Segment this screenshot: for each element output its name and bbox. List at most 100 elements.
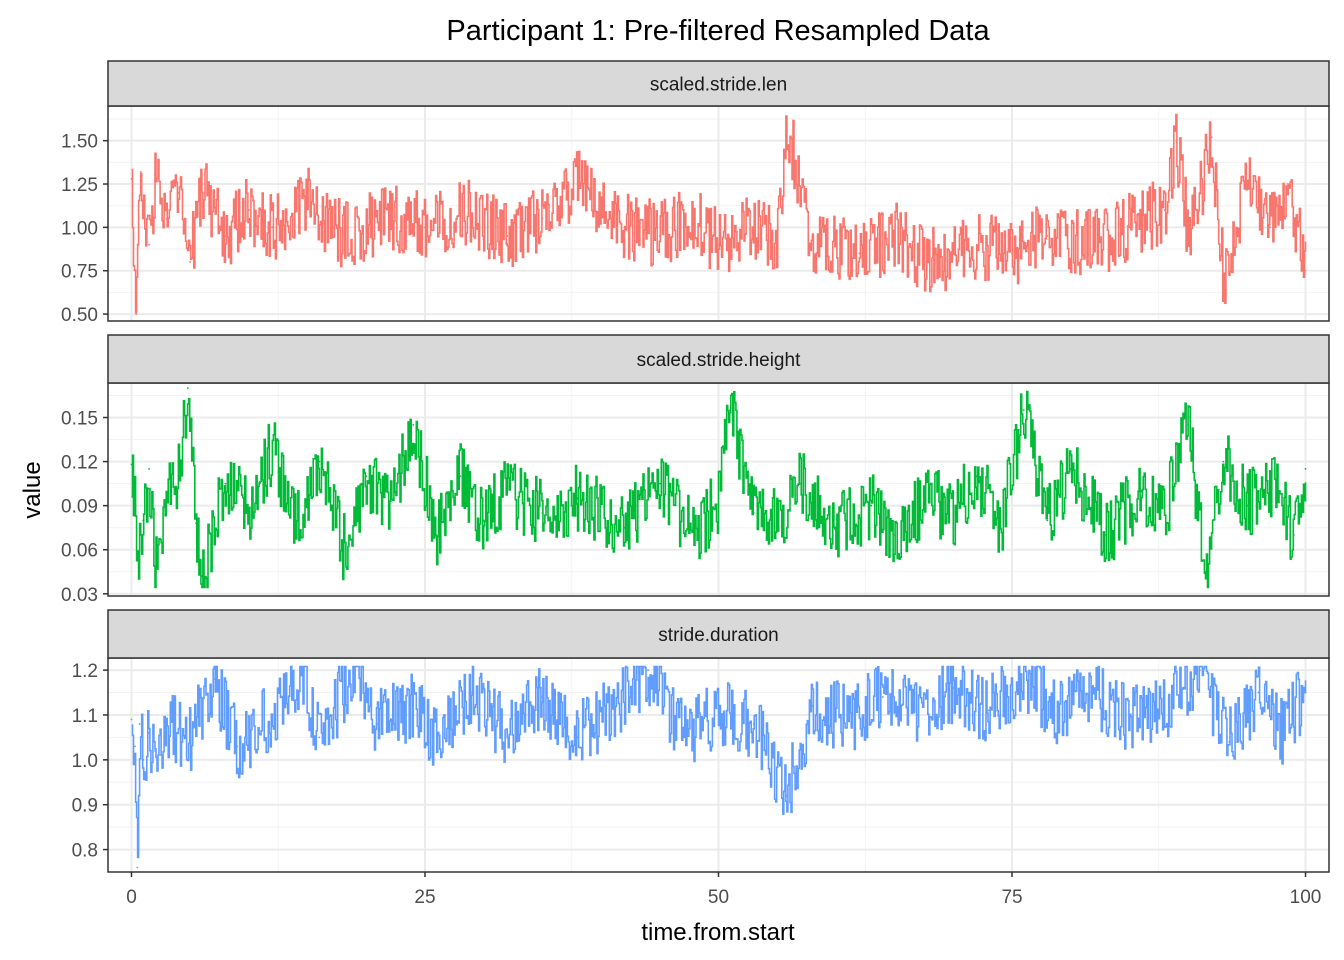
data-point	[952, 687, 955, 689]
data-point	[506, 235, 509, 237]
facet-strip	[107, 334, 1330, 384]
data-point	[1304, 468, 1307, 470]
data-point	[623, 226, 626, 229]
data-point	[318, 736, 321, 739]
data-point	[482, 519, 485, 522]
data-point	[1222, 460, 1225, 463]
data-point	[136, 866, 139, 869]
data-point	[130, 718, 133, 721]
data-point	[752, 723, 755, 725]
data-point	[893, 534, 896, 536]
data-point	[424, 226, 426, 229]
y-tick-label: 1.2	[72, 661, 98, 682]
facet-strip	[107, 609, 1330, 659]
data-point	[1046, 235, 1049, 237]
data-point	[189, 261, 192, 263]
y-tick-label: 1.00	[61, 218, 98, 239]
data-point	[154, 570, 156, 573]
data-point	[928, 497, 931, 500]
data-point	[247, 512, 250, 514]
data-point	[165, 723, 168, 725]
x-tick-label: 25	[414, 887, 435, 908]
data-point	[165, 497, 168, 500]
data-point	[142, 217, 145, 220]
data-point	[1163, 209, 1166, 211]
data-point	[271, 714, 274, 716]
data-point	[388, 217, 391, 220]
data-point	[435, 740, 438, 743]
y-tick-label: 0.09	[61, 497, 98, 518]
data-point	[130, 177, 133, 180]
data-point	[201, 575, 203, 578]
data-point	[658, 482, 661, 485]
series-line	[131, 113, 1307, 314]
data-point	[999, 526, 1002, 529]
data-point	[247, 209, 250, 211]
data-point	[1140, 490, 1143, 492]
data-point	[224, 235, 227, 237]
data-point	[154, 749, 156, 752]
x-axis-title: time.from.start	[641, 919, 795, 946]
series-line	[131, 665, 1307, 859]
data-point	[975, 475, 978, 478]
data-point	[776, 519, 779, 522]
data-point	[134, 745, 136, 748]
facet-strip-label: scaled.stride.len	[650, 75, 787, 96]
y-tick-label: 1.1	[72, 706, 98, 727]
data-point	[224, 482, 227, 485]
data-point	[1069, 468, 1072, 470]
data-point	[893, 235, 896, 237]
data-point	[318, 460, 321, 463]
data-point	[576, 183, 579, 185]
data-point	[1228, 740, 1231, 743]
data-point	[300, 669, 303, 672]
data-point	[459, 209, 462, 211]
data-point	[717, 714, 720, 716]
data-point	[388, 512, 391, 514]
data-point	[1105, 534, 1107, 536]
data-point	[881, 696, 884, 698]
facet-panel: 0.03 0.06 0.09 0.12 0.15 scaled.stride.height	[61, 334, 1330, 606]
data-point	[928, 261, 931, 263]
x-tick-label: 100	[1290, 887, 1322, 908]
y-tick-label: 0.9	[72, 796, 98, 817]
data-point	[271, 226, 274, 229]
data-point	[1198, 191, 1201, 194]
data-point	[1304, 691, 1307, 694]
data-point	[1187, 423, 1190, 426]
y-tick-label: 1.50	[61, 132, 98, 153]
data-point	[1245, 183, 1248, 185]
data-point	[365, 475, 368, 478]
data-point	[1187, 235, 1190, 237]
data-point	[576, 736, 579, 739]
data-point	[1287, 183, 1289, 185]
data-point	[435, 534, 438, 536]
data-point	[201, 183, 203, 185]
data-point	[835, 526, 837, 529]
data-point	[623, 526, 626, 529]
data-point	[682, 732, 685, 734]
data-point	[541, 512, 544, 514]
data-point	[177, 475, 180, 478]
data-point	[506, 490, 509, 492]
data-point	[1210, 136, 1213, 139]
data-point	[785, 118, 788, 121]
data-point	[694, 534, 696, 536]
data-point	[138, 723, 141, 725]
x-tick-label: 0	[126, 887, 137, 908]
data-point	[154, 174, 156, 177]
y-tick-label: 1.25	[61, 175, 98, 196]
data-point	[1093, 691, 1096, 694]
data-point	[139, 170, 142, 173]
data-point	[1163, 705, 1166, 707]
data-point	[987, 709, 990, 712]
data-point	[132, 264, 135, 267]
data-point	[541, 696, 544, 698]
data-point	[412, 705, 415, 707]
data-point	[412, 423, 415, 426]
data-point	[576, 497, 579, 500]
data-point	[459, 475, 462, 478]
data-point	[1257, 691, 1260, 694]
data-point	[541, 217, 544, 220]
